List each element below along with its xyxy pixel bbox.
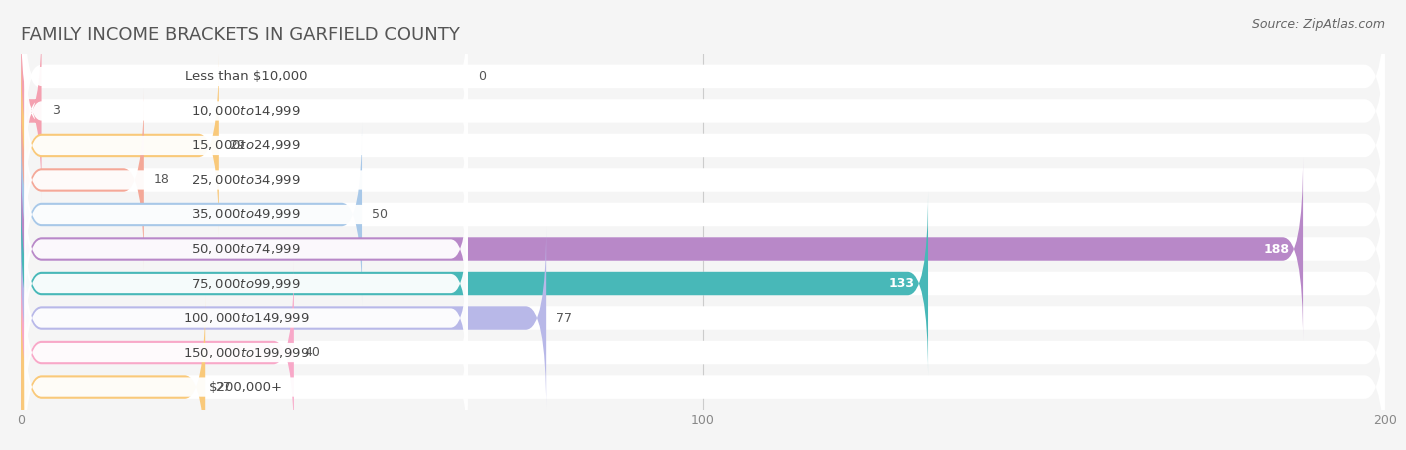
Text: $25,000 to $34,999: $25,000 to $34,999: [191, 173, 301, 187]
Text: FAMILY INCOME BRACKETS IN GARFIELD COUNTY: FAMILY INCOME BRACKETS IN GARFIELD COUNT…: [21, 26, 460, 44]
Text: $35,000 to $49,999: $35,000 to $49,999: [191, 207, 301, 221]
FancyBboxPatch shape: [21, 123, 363, 306]
FancyBboxPatch shape: [21, 0, 1385, 168]
FancyBboxPatch shape: [21, 123, 1385, 306]
Text: 133: 133: [889, 277, 914, 290]
FancyBboxPatch shape: [24, 69, 468, 222]
Text: $150,000 to $199,999: $150,000 to $199,999: [183, 346, 309, 360]
FancyBboxPatch shape: [24, 241, 468, 395]
Text: $50,000 to $74,999: $50,000 to $74,999: [191, 242, 301, 256]
FancyBboxPatch shape: [21, 192, 928, 375]
FancyBboxPatch shape: [21, 192, 1385, 375]
FancyBboxPatch shape: [21, 261, 1385, 444]
FancyBboxPatch shape: [24, 172, 468, 326]
FancyBboxPatch shape: [21, 226, 546, 410]
FancyBboxPatch shape: [21, 19, 42, 203]
Text: 77: 77: [557, 311, 572, 324]
FancyBboxPatch shape: [24, 104, 468, 256]
Text: $75,000 to $99,999: $75,000 to $99,999: [191, 276, 301, 291]
Text: Less than $10,000: Less than $10,000: [184, 70, 308, 83]
FancyBboxPatch shape: [21, 295, 1385, 450]
Text: $100,000 to $149,999: $100,000 to $149,999: [183, 311, 309, 325]
FancyBboxPatch shape: [24, 138, 468, 291]
FancyBboxPatch shape: [21, 19, 1385, 203]
FancyBboxPatch shape: [21, 157, 1385, 341]
FancyBboxPatch shape: [21, 88, 143, 272]
Text: Source: ZipAtlas.com: Source: ZipAtlas.com: [1251, 18, 1385, 31]
Text: 18: 18: [155, 174, 170, 186]
FancyBboxPatch shape: [21, 54, 219, 237]
Text: 40: 40: [304, 346, 321, 359]
Text: 50: 50: [373, 208, 388, 221]
FancyBboxPatch shape: [21, 226, 1385, 410]
FancyBboxPatch shape: [21, 261, 294, 444]
Text: $15,000 to $24,999: $15,000 to $24,999: [191, 139, 301, 153]
Text: 3: 3: [52, 104, 59, 117]
Text: 188: 188: [1264, 243, 1289, 256]
Text: 0: 0: [478, 70, 486, 83]
FancyBboxPatch shape: [24, 34, 468, 188]
FancyBboxPatch shape: [21, 88, 1385, 272]
FancyBboxPatch shape: [21, 54, 1385, 237]
Text: 29: 29: [229, 139, 245, 152]
FancyBboxPatch shape: [24, 0, 468, 153]
Text: $10,000 to $14,999: $10,000 to $14,999: [191, 104, 301, 118]
FancyBboxPatch shape: [21, 157, 1303, 341]
Text: $200,000+: $200,000+: [209, 381, 283, 394]
Text: 27: 27: [215, 381, 232, 394]
FancyBboxPatch shape: [21, 295, 205, 450]
FancyBboxPatch shape: [24, 276, 468, 429]
FancyBboxPatch shape: [24, 310, 468, 450]
FancyBboxPatch shape: [24, 207, 468, 360]
